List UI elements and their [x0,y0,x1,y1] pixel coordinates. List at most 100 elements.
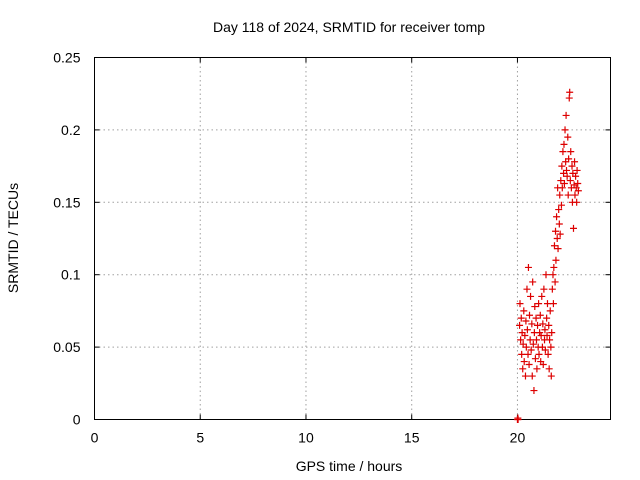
data-point [551,278,559,286]
data-point [571,158,579,166]
data-point [522,317,530,325]
data-point [558,184,566,192]
chart-title: Day 118 of 2024, SRMTID for receiver tom… [213,19,485,35]
data-point [567,148,575,156]
y-tick-label: 0.15 [53,194,80,210]
data-point [560,179,568,187]
data-point [566,88,574,96]
data-point [546,336,554,344]
data-point [524,263,532,271]
data-point [517,314,525,322]
data-point [527,292,535,300]
x-axis: 0 5 10 15 20 [91,57,526,446]
data-point [537,332,545,340]
data-point [529,278,537,286]
plot-frame [94,57,611,420]
data-point [555,220,563,228]
data-point [563,166,571,174]
data-point [518,350,526,358]
x-tick-label: 10 [298,430,314,446]
x-tick-label: 20 [510,430,526,446]
data-point [522,343,530,351]
data-point [525,360,533,368]
data-point [526,336,534,344]
data-point [539,360,547,368]
data-point [516,321,524,329]
data-point [549,271,557,279]
y-tick-label: 0.05 [53,339,80,355]
data-point [574,179,582,187]
data-point [547,372,555,380]
y-tick-label: 0 [73,412,81,428]
data-point [535,300,543,308]
data-point [523,326,531,334]
data-point [574,187,582,195]
data-point [548,329,556,337]
data-point [540,285,548,293]
grid [94,57,611,420]
data-point [528,320,536,328]
data-point [543,332,551,340]
data-point [556,191,564,199]
data-point [542,271,550,279]
data-points [513,88,582,423]
data-point [536,311,544,319]
data-point [516,300,524,308]
data-point [545,365,553,373]
data-point [555,206,563,214]
data-point [553,235,561,242]
data-point [557,201,565,209]
data-point [544,350,552,358]
data-point [547,343,555,351]
y-axis-title: SRMTID / TECUs [5,183,21,293]
x-tick-label: 0 [91,430,99,446]
data-point [550,242,558,250]
data-point [545,321,553,329]
data-point [521,332,529,340]
data-point [519,365,527,373]
data-point [520,358,528,366]
data-point [548,285,556,293]
data-point [531,303,539,311]
data-point [539,320,547,328]
data-point [550,263,558,271]
data-point [561,126,569,134]
data-point [543,300,551,308]
data-point [573,166,581,174]
data-point [558,162,566,170]
y-tick-label: 0.2 [61,122,81,138]
data-point [569,224,577,232]
data-point [523,285,531,293]
data-point [541,346,549,354]
y-axis: 0 0.05 0.1 0.15 0.2 0.25 [53,50,611,428]
data-point [553,213,561,221]
data-point [565,155,573,163]
data-point [524,350,532,358]
data-point [532,336,540,344]
data-point [560,140,568,148]
data-point [521,372,529,380]
data-point [520,307,528,315]
data-point [529,340,537,348]
y-tick-label: 0.1 [61,267,81,283]
data-point [556,230,564,238]
data-point [532,314,540,322]
data-point [526,311,534,319]
data-point [552,256,560,264]
data-point [554,245,562,253]
data-point [568,162,576,170]
data-point [549,300,557,308]
data-point [541,326,549,334]
data-point [557,177,565,185]
x-tick-label: 15 [404,430,420,446]
data-point [562,111,570,119]
data-point [566,177,574,185]
data-point [533,365,541,373]
data-point [559,148,567,156]
data-point [535,350,543,358]
data-point [517,336,525,344]
data-point [514,416,522,423]
y-tick-label: 0.25 [53,50,80,66]
data-point [534,321,542,329]
